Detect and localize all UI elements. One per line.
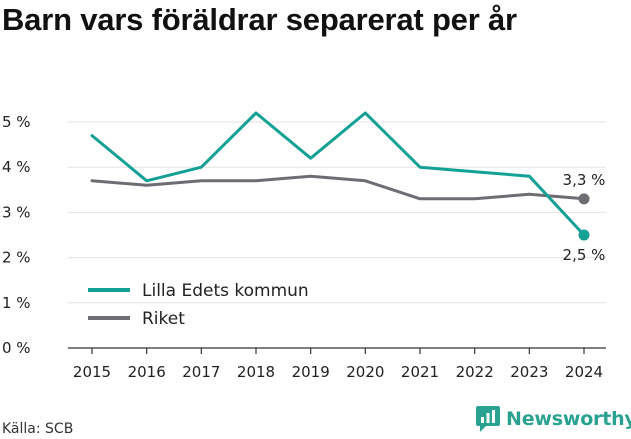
x-axis: 2015 2016 2017 2018 2019 2020 2021 2022 2023 2024 — [68, 347, 606, 381]
chart-title: Barn vars föräldrar separerat per år — [2, 2, 517, 37]
x-tick-label: 2021 — [401, 363, 439, 381]
y-tick-label: 2 % — [2, 249, 31, 267]
series-end-point — [578, 229, 590, 241]
x-tick-label: 2015 — [73, 363, 111, 381]
x-tick-label: 2022 — [456, 363, 494, 381]
series-line — [90, 174, 586, 201]
x-tick-label: 2023 — [510, 363, 548, 381]
series-lines: 3,3 % 2,5 % — [90, 111, 606, 264]
x-tick-label: 2017 — [182, 363, 220, 381]
y-tick-label: 1 % — [2, 294, 31, 312]
legend-label: Riket — [142, 309, 185, 329]
gridlines — [68, 121, 606, 304]
series-line — [90, 111, 586, 237]
series-end-point — [578, 193, 590, 205]
x-tick-label: 2016 — [128, 363, 166, 381]
brand-name: Newsworthy — [506, 408, 631, 430]
y-axis-tick-labels: 0 % 1 % 2 % 3 % 4 % 5 % — [2, 113, 31, 357]
legend: Lilla Edets kommun Riket — [88, 281, 309, 329]
y-tick-label: 5 % — [2, 113, 31, 131]
y-tick-label: 0 % — [2, 339, 31, 357]
x-tick-label: 2019 — [292, 363, 330, 381]
x-tick-label: 2024 — [565, 363, 603, 381]
legend-label: Lilla Edets kommun — [142, 281, 309, 301]
data-label: 2,5 % — [563, 246, 606, 264]
x-tick-label: 2018 — [237, 363, 275, 381]
x-tick-label: 2020 — [346, 363, 384, 381]
y-tick-label: 3 % — [2, 203, 31, 221]
newsworthy-logo-icon — [476, 406, 500, 432]
brand-logo: Newsworthy — [476, 406, 631, 432]
data-label: 3,3 % — [563, 171, 606, 189]
source-note: Källa: SCB — [2, 421, 74, 437]
y-tick-label: 4 % — [2, 158, 31, 176]
